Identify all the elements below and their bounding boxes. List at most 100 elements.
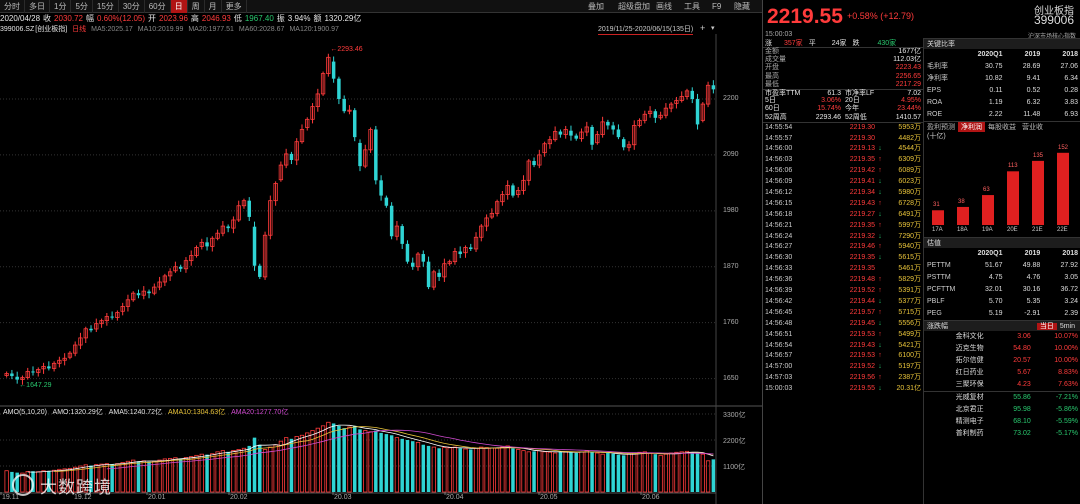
period-tab-0[interactable]: 分时 — [0, 0, 25, 13]
tick-row[interactable]: 14:56:09 2219.41 ↓ 6023万 — [763, 177, 923, 188]
gainer-row[interactable]: 迈克生物 54.80 10.00% — [924, 343, 1080, 355]
tick-row[interactable]: 14:57:00 2219.52 ↓ 5197万 — [763, 362, 923, 373]
tick-row[interactable]: 14:56:48 2219.45 ↓ 5556万 — [763, 319, 923, 330]
candle-body — [347, 109, 352, 112]
period-tab-5[interactable]: 30分 — [119, 0, 145, 13]
period-tab-10[interactable]: 更多 — [222, 0, 247, 13]
candle-body — [700, 103, 705, 121]
period-tab-6[interactable]: 60分 — [145, 0, 171, 13]
gainer-row[interactable]: 三聚环保 4.23 7.63% — [924, 379, 1080, 391]
gainer-name: 红日药业 — [955, 369, 984, 376]
kline-svg[interactable] — [0, 34, 762, 504]
volume-bar — [547, 451, 553, 493]
loser-row[interactable]: 光威复材 55.86 -7.21% — [924, 392, 1080, 404]
candle-body — [352, 110, 357, 138]
low-label: 低 — [233, 14, 242, 23]
gainers-list[interactable]: 金科文化 3.06 10.07% 迈克生物 54.80 10.00% 拓尔信健 20.57 10… — [924, 331, 1080, 440]
return-label: 5日 — [765, 97, 776, 105]
volume-bar — [73, 466, 78, 493]
tick-row[interactable]: 14:56:12 2219.34 ↓ 5980万 — [763, 188, 923, 199]
gainers-tab-0[interactable]: 当日 — [1036, 323, 1057, 330]
kline-chart[interactable]: AMO(5,10,20) AMO:1320.29亿 AMA5:1240.72亿 … — [0, 34, 762, 504]
tick-row[interactable]: 14:56:21 2219.35 ↑ 5997万 — [763, 221, 923, 232]
tick-row[interactable]: 15:00:03 2219.55 ↓ 20.31亿 — [763, 384, 923, 395]
tick-row[interactable]: 14:56:30 2219.35 ↓ 5615万 — [763, 253, 923, 264]
tick-row[interactable]: 14:55:54 2219.30 5953万 — [763, 123, 923, 134]
tick-row[interactable]: 14:56:27 2219.46 ↑ 5940万 — [763, 242, 923, 253]
tick-volume: 5615万 — [898, 254, 921, 262]
candle-body — [705, 84, 711, 105]
volume-bar — [136, 461, 141, 492]
tick-row[interactable]: 14:56:03 2219.35 ↑ 6309万 — [763, 155, 923, 166]
volume-bar — [147, 461, 151, 492]
period-tab-7[interactable]: 日 — [170, 0, 188, 13]
toolbar-button-4[interactable]: F9 — [712, 2, 722, 11]
tick-row[interactable]: 14:56:57 2219.53 ↑ 6100万 — [763, 351, 923, 362]
valuation-cell: PBLF — [927, 298, 945, 305]
toolbar-button-5[interactable]: 隐藏 — [734, 2, 750, 11]
gainers-tab-1[interactable]: 5min — [1059, 323, 1075, 330]
profit-tab-2[interactable]: 每股收益 — [988, 124, 1016, 131]
gainer-row[interactable]: 红日药业 5.67 8.83% — [924, 367, 1080, 379]
chevron-down-icon[interactable]: ▾ — [711, 25, 715, 32]
period-tab-4[interactable]: 15分 — [93, 0, 119, 13]
loser-row[interactable]: 精测电子 68.10 -5.59% — [924, 416, 1080, 428]
toolbar-button-3[interactable]: 工具 — [684, 2, 700, 11]
tick-row[interactable]: 14:55:57 2219.30 4482万 — [763, 134, 923, 145]
toolbar-button-2[interactable]: 画线 — [656, 2, 672, 11]
period-tab-8[interactable]: 周 — [188, 0, 205, 13]
metrics-title: 关键比率 — [927, 41, 955, 48]
tick-row[interactable]: 14:56:45 2219.57 ↑ 5715万 — [763, 308, 923, 319]
candle-body — [273, 182, 278, 202]
tick-list[interactable]: 14:55:54 2219.30 5953万 14:55:57 2219.30 4482万… — [763, 121, 923, 395]
tick-row[interactable]: 14:56:15 2219.43 ↑ 6728万 — [763, 199, 923, 210]
watermark: 大数跨境 — [12, 470, 152, 500]
date-range[interactable]: 2019/11/25-2020/06/15(135日) — [598, 26, 694, 35]
candle-body — [31, 371, 35, 373]
tick-row[interactable]: 14:56:42 2219.44 ↓ 5377万 — [763, 297, 923, 308]
tick-row[interactable]: 14:56:33 2219.35 5461万 — [763, 264, 923, 275]
tick-row[interactable]: 14:56:00 2219.13 ↓ 4544万 — [763, 144, 923, 155]
valuation-header-cell: 2018 — [1062, 250, 1078, 257]
candle-body — [590, 126, 594, 145]
quote-time: 15:00:03 — [765, 31, 793, 38]
add-indicator-icon[interactable]: + — [700, 23, 706, 33]
amp-value: 3.94% — [287, 14, 311, 23]
toolbar-button-1[interactable]: 超级盘加 — [618, 2, 650, 11]
candle-body — [574, 135, 578, 139]
tick-row[interactable]: 14:56:39 2219.52 ↑ 5391万 — [763, 286, 923, 297]
candle-body — [663, 107, 669, 116]
toolbar-button-0[interactable]: 叠加 — [588, 2, 604, 11]
profit-tabs[interactable]: 盈利预测 净利润 每股收益 营业收 — [924, 121, 1080, 132]
tick-row[interactable]: 14:56:51 2219.53 ↑ 5499万 — [763, 330, 923, 341]
gainer-row[interactable]: 金科文化 3.06 10.07% — [924, 331, 1080, 343]
loser-row[interactable]: 北京君正 95.98 -5.86% — [924, 404, 1080, 416]
price-change: +0.58% (+12.79) — [847, 11, 915, 21]
profit-tab-1[interactable]: 净利润 — [958, 122, 985, 132]
candle-body — [489, 212, 494, 218]
adv-down-label: 跌 — [852, 39, 860, 47]
tick-row[interactable]: 14:56:24 2219.32 ↓ 7290万 — [763, 232, 923, 243]
quote-row-label: 最高 — [765, 72, 779, 80]
tick-row[interactable]: 14:56:54 2219.43 ↓ 5421万 — [763, 341, 923, 352]
amount-value: 1320.29亿 — [324, 14, 362, 23]
tick-row[interactable]: 14:56:36 2219.48 ↑ 5829万 — [763, 275, 923, 286]
period-tab-2[interactable]: 1分 — [50, 0, 72, 13]
period-tab-3[interactable]: 5分 — [71, 0, 93, 13]
candle-body — [405, 243, 410, 262]
candle-body — [553, 131, 558, 141]
period-tab-9[interactable]: 月 — [205, 0, 222, 13]
profit-tab-3[interactable]: 营业收 — [1022, 124, 1043, 131]
volume-bar — [236, 449, 241, 493]
period-tab-1[interactable]: 多日 — [25, 0, 50, 13]
tick-row[interactable]: 14:57:03 2219.56 ↑ 2387万 — [763, 373, 923, 384]
gainers-tabs[interactable]: 当日 5min — [1036, 321, 1078, 331]
candle-body — [120, 305, 125, 312]
chart-mode[interactable]: 日线 — [72, 26, 87, 33]
loser-row[interactable]: 普利制药 73.02 -5.17% — [924, 428, 1080, 440]
tick-row[interactable]: 14:56:06 2219.42 ↑ 6089万 — [763, 166, 923, 177]
gainer-row[interactable]: 拓尔信健 20.57 10.00% — [924, 355, 1080, 367]
metrics-cell: 0.11 — [989, 87, 1003, 94]
metrics-row: EPS 0.11 0.52 0.28 — [924, 85, 1080, 97]
tick-row[interactable]: 14:56:18 2219.27 ↓ 6491万 — [763, 210, 923, 221]
